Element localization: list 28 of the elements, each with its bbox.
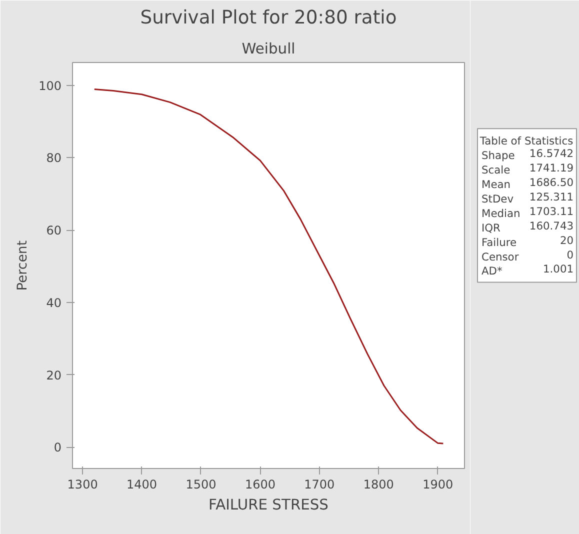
text: Scale 1741.19 (482, 162, 574, 177)
y-tick-label: 60 (46, 224, 62, 238)
x-tick-label: 1400 (126, 478, 158, 492)
y-tick-label: 20 (46, 368, 62, 382)
x-axis-title: FAILURE STRESS (208, 496, 329, 514)
y-tick-label: 80 (46, 151, 62, 166)
x-tick-label: 1800 (363, 478, 394, 492)
chart-subtitle: Weibull (242, 40, 296, 58)
chart-title: Survival Plot for 20:80 ratio (140, 8, 397, 28)
y-tick-label: 40 (46, 296, 62, 310)
text: StDev 125.311 (482, 190, 574, 206)
text: Shape 16.5742 (482, 147, 574, 162)
x-tick-label: 1600 (244, 478, 276, 492)
x-tick-label: 1500 (186, 478, 216, 492)
text: AD* 1.001 (482, 262, 574, 278)
y-tick-label: 0 (54, 440, 62, 455)
text: Censor 0 (482, 248, 574, 264)
text: Median 1703.11 (482, 204, 574, 220)
y-axis-title: Percent (16, 240, 31, 291)
x-tick-label: 1700 (304, 478, 335, 492)
text: Failure 20 (482, 234, 574, 249)
text: Mean 1686.50 (482, 176, 574, 192)
x-tick-label: 1900 (422, 478, 454, 492)
text: IQR 160.743 (482, 219, 574, 234)
text: Table of Statistics (478, 134, 574, 148)
x-tick-label: 1300 (67, 478, 98, 492)
line-series (94, 88, 444, 444)
y-tick-label: 100 (38, 78, 62, 93)
